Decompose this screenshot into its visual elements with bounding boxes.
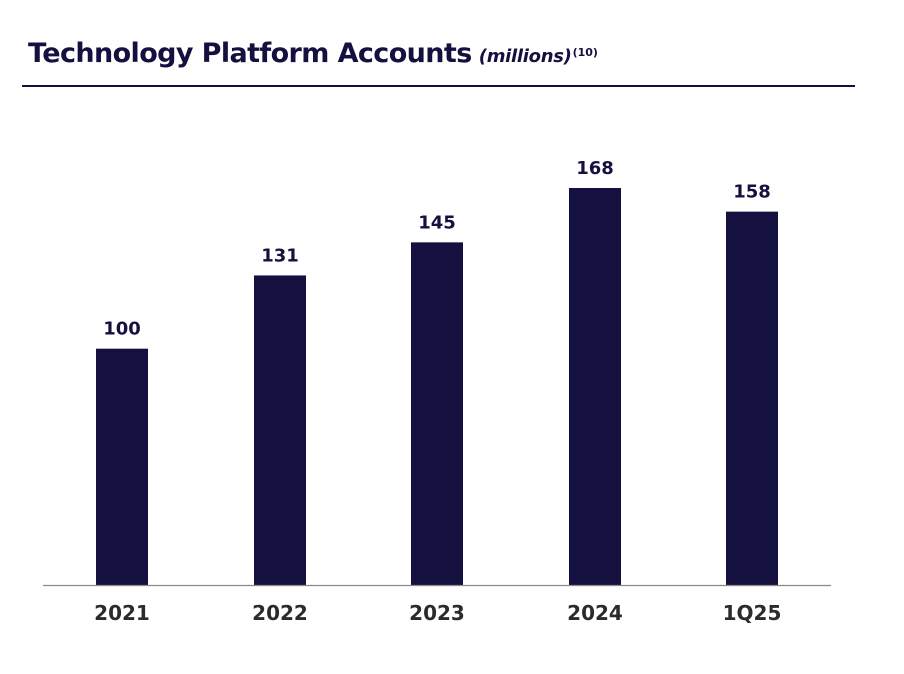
title-underline — [22, 85, 855, 87]
data-label-2021: 100 — [103, 319, 141, 340]
bar-1Q25 — [726, 211, 778, 585]
bar-2022 — [254, 275, 306, 585]
bar-2023 — [411, 242, 463, 585]
bar-2021 — [96, 348, 148, 585]
data-label-2022: 131 — [261, 245, 299, 266]
x-tick-label-2021: 2021 — [94, 601, 150, 625]
chart-title-footnote: (10) — [572, 45, 598, 59]
x-tick-label-1Q25: 1Q25 — [723, 601, 782, 625]
bar-2024 — [569, 188, 621, 585]
chart-title-unit: (millions) — [478, 46, 572, 67]
x-tick-label-2024: 2024 — [567, 601, 623, 625]
data-label-2024: 168 — [576, 158, 614, 179]
x-tick-label-2023: 2023 — [409, 601, 465, 625]
x-tick-label-2022: 2022 — [252, 601, 308, 625]
data-label-2023: 145 — [418, 212, 456, 233]
chart-title-main: Technology Platform Accounts — [28, 38, 472, 69]
chart-title: Technology Platform Accounts (millions)(… — [28, 38, 598, 69]
data-label-1Q25: 158 — [733, 182, 771, 203]
